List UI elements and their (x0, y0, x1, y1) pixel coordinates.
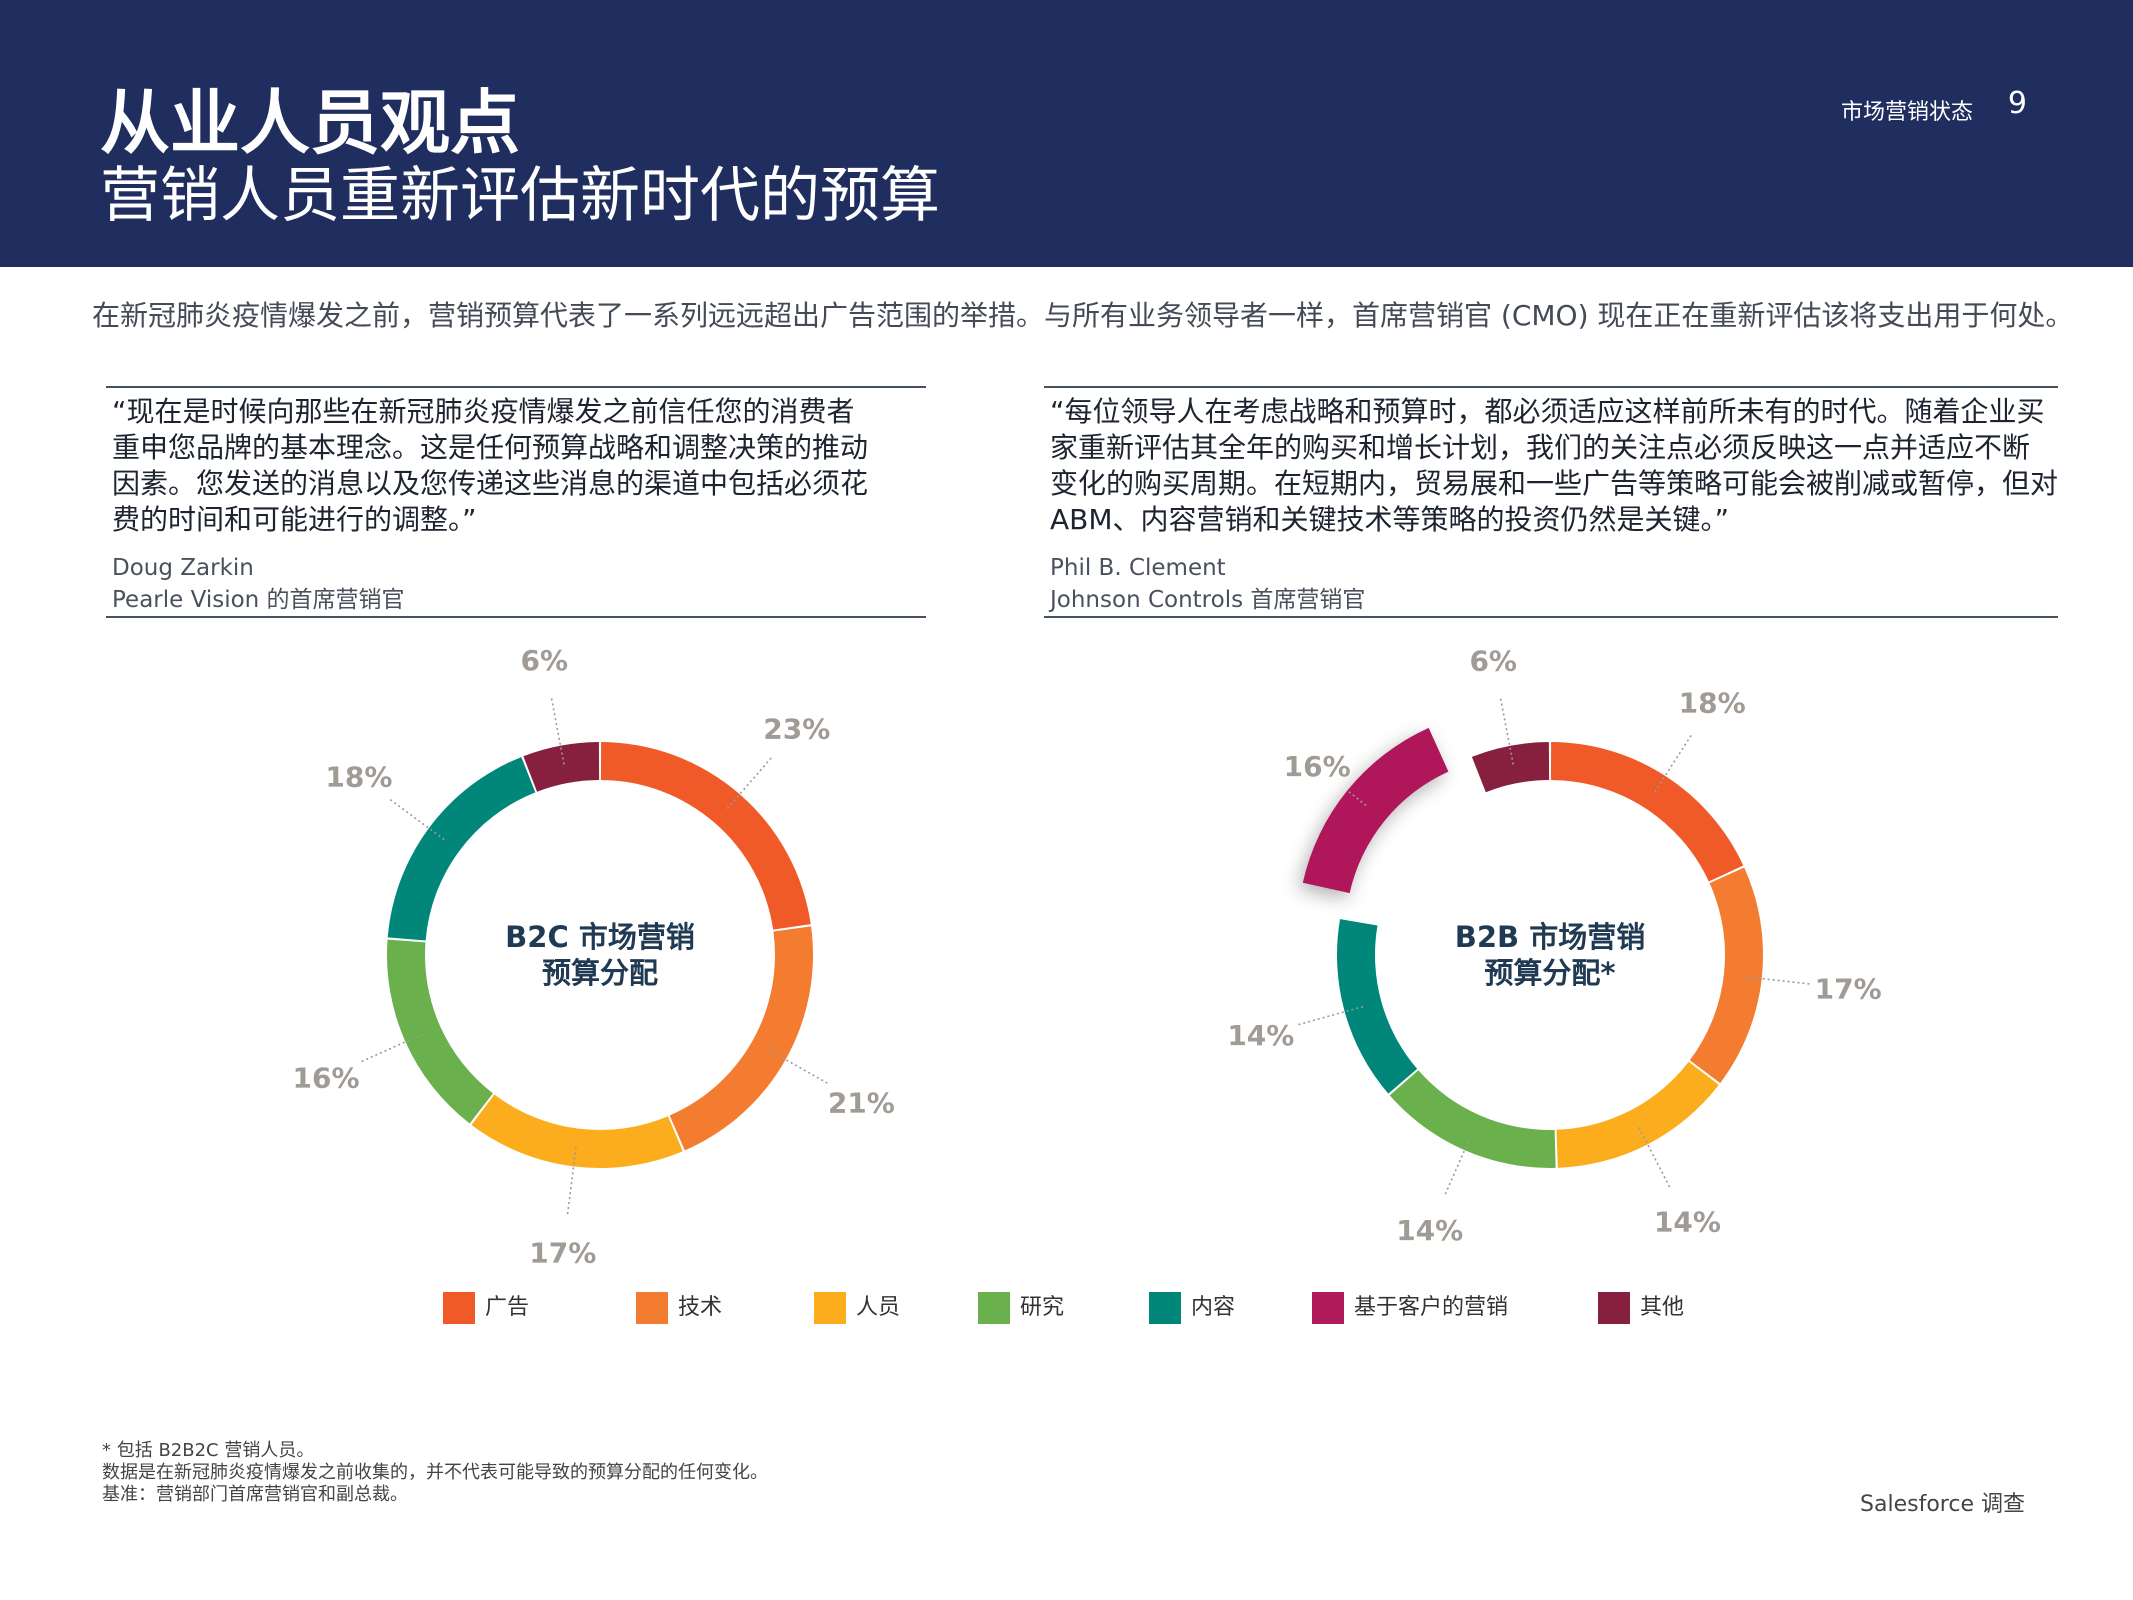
data-label: 17% (529, 1237, 596, 1270)
quote-line: 费的时间和可能进行的调整。” (112, 503, 477, 536)
data-label: 16% (293, 1061, 360, 1094)
quote-right: “每位领导人在考虑战略和预算时，都必须适应这样前所未有的时代。随着企业买 家重新… (1044, 386, 2058, 618)
page-header: 从业人员观点 营销人员重新评估新时代的预算 市场营销状态 9 (0, 0, 2133, 267)
footnote: 数据是在新冠肺炎疫情爆发之前收集的，并不代表可能导致的预算分配的任何变化。 (102, 1462, 768, 1483)
footnote: 基准：营销部门首席营销官和副总裁。 (102, 1484, 408, 1505)
data-label: 23% (763, 713, 830, 746)
source-credit: Salesforce 调查 (1860, 1492, 2025, 1517)
quote-line: 变化的购买周期。在短期内，贸易展和一些广告等策略可能会被削减或暂停，但对 (1050, 467, 2059, 500)
center-label: B2B 市场营销 (1455, 920, 1645, 954)
leader-line (1444, 1132, 1473, 1196)
legend-swatch (1598, 1292, 1630, 1324)
quote-left-attribution: Doug Zarkin Pearle Vision 的首席营销官 (112, 552, 926, 616)
page-subtitle: 营销人员重新评估新时代的预算 (100, 161, 940, 231)
leader-line (1499, 697, 1515, 765)
donut-segment (471, 1094, 683, 1169)
legend-swatch (814, 1292, 846, 1324)
donut-segment (1389, 1070, 1556, 1168)
data-label: 14% (1227, 1019, 1294, 1052)
data-label: 21% (828, 1086, 895, 1119)
leader-line (389, 798, 445, 841)
quote-line: 家重新评估其全年的购买和增长计划，我们的关注点必须反映这一点并适应不断 (1050, 431, 2031, 464)
data-label: 14% (1396, 1214, 1463, 1247)
quote-author-name: Doug Zarkin (112, 555, 254, 581)
legend-swatch (1312, 1292, 1344, 1324)
leader-line (1742, 975, 1811, 985)
page-title: 从业人员观点 (100, 82, 520, 164)
data-label: 16% (1284, 750, 1351, 783)
legend-label: 研究 (1020, 1295, 1065, 1320)
page-number: 9 (2007, 86, 2027, 121)
quote-right-attribution: Phil B. Clement Johnson Controls 首席营销官 (1050, 552, 2058, 616)
leader-line (550, 697, 565, 765)
leader-line (1638, 1127, 1671, 1189)
legend-swatch (636, 1292, 668, 1324)
donut-segment (1471, 742, 1550, 793)
data-label: 14% (1654, 1206, 1721, 1239)
quote-author-name: Phil B. Clement (1050, 555, 1226, 581)
intro-paragraph: 在新冠肺炎疫情爆发之前，营销预算代表了一系列远远超出广告范围的举措。与所有业务领… (92, 299, 2074, 332)
quote-left-text: “现在是时候向那些在新冠肺炎疫情爆发之前信任您的消费者 重申您品牌的基本理念。这… (112, 394, 926, 538)
footnote: * 包括 B2B2C 营销人员。 (102, 1440, 315, 1461)
donut-segment (1689, 867, 1764, 1084)
donut-segment (387, 757, 536, 941)
leader-line (1297, 1005, 1364, 1026)
leader-line (360, 1033, 424, 1063)
donut-segment (600, 742, 811, 930)
donut-segment (1337, 919, 1418, 1094)
quote-author-role: Pearle Vision 的首席营销官 (112, 587, 405, 613)
chart-legend: 广告 技术 人员 研究 内容 基于客户的营销 其他 (0, 1290, 2133, 1330)
center-label: B2C 市场营销 (505, 920, 695, 954)
donut-segment (387, 939, 493, 1124)
quote-line: “每位领导人在考虑战略和预算时，都必须适应这样前所未有的时代。随着企业买 (1050, 395, 2045, 428)
quote-right-text: “每位领导人在考虑战略和预算时，都必须适应这样前所未有的时代。随着企业买 家重新… (1050, 394, 2058, 538)
data-label: 17% (1815, 972, 1882, 1005)
legend-swatch (443, 1292, 475, 1324)
leader-line (1654, 734, 1693, 793)
donut-segment (1302, 727, 1449, 894)
quote-line: 重申您品牌的基本理念。这是任何预算战略和调整决策的推动 (112, 431, 869, 464)
leader-line (1346, 789, 1367, 807)
quote-line: “现在是时候向那些在新冠肺炎疫情爆发之前信任您的消费者 (112, 395, 855, 428)
quote-line: 因素。您发送的消息以及您传递这些消息的渠道中包括必须花 (112, 467, 869, 500)
legend-label: 人员 (856, 1295, 901, 1320)
legend-swatch (1149, 1292, 1181, 1324)
data-label: 18% (325, 760, 392, 793)
data-label: 6% (1469, 644, 1517, 677)
legend-label: 广告 (485, 1295, 530, 1320)
legend-swatch (978, 1292, 1010, 1324)
data-label: 6% (521, 644, 569, 677)
quote-author-role: Johnson Controls 首席营销官 (1050, 587, 1366, 613)
legend-label: 技术 (678, 1295, 723, 1320)
legend-label: 基于客户的营销 (1354, 1295, 1509, 1320)
center-label: 预算分配 (542, 956, 658, 990)
leader-line (726, 756, 773, 810)
leader-line (768, 1049, 829, 1085)
section-name: 市场营销状态 (1840, 100, 1973, 125)
donut-segment (523, 742, 600, 792)
center-label: 预算分配* (1484, 956, 1615, 990)
quote-left: “现在是时候向那些在新冠肺炎疫情爆发之前信任您的消费者 重申您品牌的基本理念。这… (106, 386, 926, 618)
footnotes: * 包括 B2B2C 营销人员。 数据是在新冠肺炎疫情爆发之前收集的，并不代表可… (102, 1440, 768, 1506)
donut-segment (1556, 1061, 1719, 1168)
data-label: 18% (1679, 687, 1746, 720)
donut-segment (1550, 742, 1744, 882)
legend-label: 其他 (1640, 1295, 1685, 1320)
legend-label: 内容 (1191, 1295, 1236, 1320)
donut-segment (669, 926, 813, 1151)
quote-line: ABM、内容营销和关键技术等策略的投资仍然是关键。” (1050, 503, 1730, 536)
leader-line (566, 1147, 577, 1216)
